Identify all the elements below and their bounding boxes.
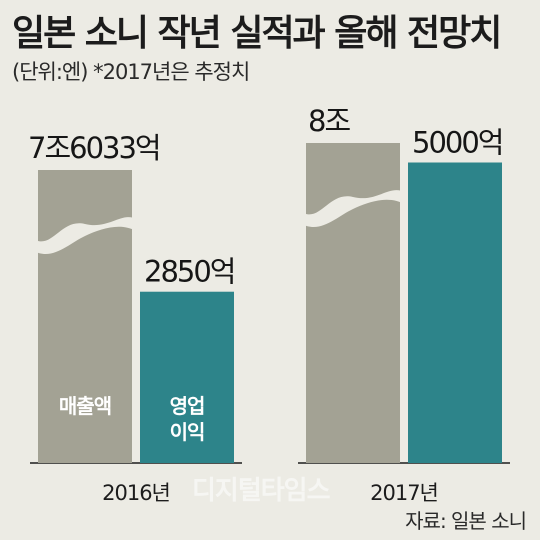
watermark: 디지털타임스: [192, 476, 331, 506]
category-label: 2016년: [102, 481, 170, 505]
revenue-bar-2017: [306, 143, 400, 463]
profit-bar-2017년: [408, 162, 502, 463]
profit-bar-2016년: [140, 291, 234, 463]
source-note: 자료: 일본 소니: [405, 509, 527, 533]
revenue-value-label: 8조: [308, 104, 350, 138]
profit-series-label: 영업: [170, 394, 205, 418]
revenue-bar-2016: [38, 170, 132, 463]
profit-value-label: 5000억: [412, 126, 502, 160]
category-label: 2017년: [370, 481, 438, 505]
axis-break-wave-2017년: [300, 190, 406, 228]
chart-title: 일본 소니 작년 실적과 올해 전망치: [12, 13, 502, 54]
profit-value-label: 2850억: [144, 255, 234, 289]
axis-break-wave-2016년: [32, 217, 138, 255]
revenue-series-label: 매출액: [59, 394, 111, 418]
chart-subtitle: (단위:엔) *2017년은 추정치: [12, 60, 250, 84]
profit-series-label: 이익: [170, 420, 205, 444]
revenue-value-label: 7조6033억: [28, 131, 160, 165]
